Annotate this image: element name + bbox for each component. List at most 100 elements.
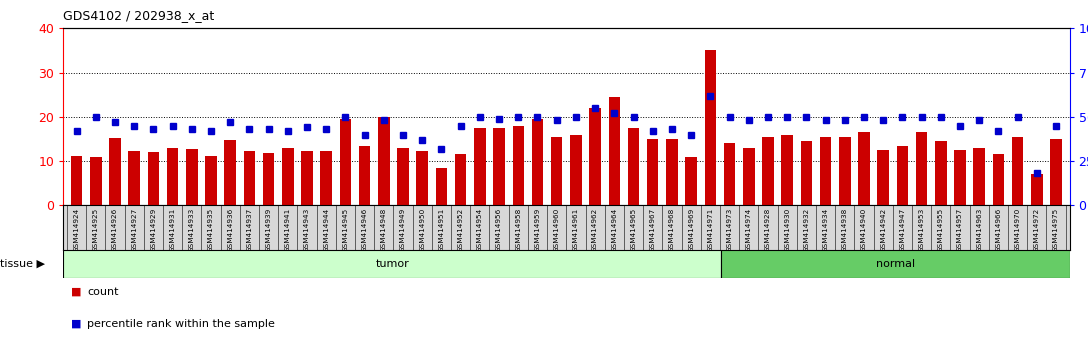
Bar <box>455 154 467 205</box>
Text: GSM414956: GSM414956 <box>496 207 502 252</box>
Text: GSM414932: GSM414932 <box>803 207 809 252</box>
Text: GSM414925: GSM414925 <box>92 207 99 252</box>
Bar <box>166 148 178 205</box>
Text: count: count <box>87 287 119 297</box>
Bar <box>954 150 966 205</box>
Text: GSM414945: GSM414945 <box>343 207 348 252</box>
Text: GSM414957: GSM414957 <box>957 207 963 252</box>
Bar <box>532 119 543 205</box>
Bar <box>721 250 1070 278</box>
Bar <box>263 153 274 205</box>
Text: GSM414929: GSM414929 <box>150 207 157 252</box>
Bar <box>801 141 812 205</box>
Text: GSM414946: GSM414946 <box>361 207 368 252</box>
Text: GSM414951: GSM414951 <box>438 207 445 252</box>
Bar <box>1031 175 1042 205</box>
Bar <box>397 148 409 205</box>
Bar <box>705 51 716 205</box>
Bar <box>474 128 485 205</box>
Bar <box>763 137 774 205</box>
Bar <box>992 154 1004 205</box>
Text: GSM414939: GSM414939 <box>265 207 272 252</box>
Bar <box>858 132 869 205</box>
Text: GSM414963: GSM414963 <box>976 207 982 252</box>
Bar <box>206 156 217 205</box>
Bar <box>417 151 428 205</box>
Text: GSM414937: GSM414937 <box>246 207 252 252</box>
Text: tissue ▶: tissue ▶ <box>0 259 45 269</box>
Bar <box>128 151 140 205</box>
Bar <box>590 108 601 205</box>
Bar <box>339 119 351 205</box>
Text: GSM414965: GSM414965 <box>631 207 636 252</box>
Text: GSM414944: GSM414944 <box>323 207 330 252</box>
Text: GSM414974: GSM414974 <box>745 207 752 252</box>
Text: GSM414933: GSM414933 <box>189 207 195 252</box>
Text: GSM414935: GSM414935 <box>208 207 214 252</box>
Text: GSM414958: GSM414958 <box>516 207 521 252</box>
Text: percentile rank within the sample: percentile rank within the sample <box>87 319 275 329</box>
Bar <box>109 138 121 205</box>
Text: GSM414973: GSM414973 <box>727 207 732 252</box>
Bar <box>647 139 658 205</box>
Bar <box>820 137 831 205</box>
Text: ■: ■ <box>71 287 82 297</box>
Bar <box>148 152 159 205</box>
Bar <box>90 156 101 205</box>
Text: GSM414955: GSM414955 <box>938 207 943 252</box>
Text: GSM414931: GSM414931 <box>170 207 175 252</box>
Text: GSM414967: GSM414967 <box>650 207 656 252</box>
Bar <box>877 150 889 205</box>
Text: tumor: tumor <box>375 259 409 269</box>
Bar <box>685 156 697 205</box>
Text: GSM414971: GSM414971 <box>707 207 714 252</box>
Bar <box>321 151 332 205</box>
Text: GSM414954: GSM414954 <box>477 207 483 252</box>
Text: GSM414960: GSM414960 <box>554 207 559 252</box>
Text: GSM414941: GSM414941 <box>285 207 290 252</box>
Bar <box>244 152 256 205</box>
Bar <box>839 137 851 205</box>
Text: GSM414968: GSM414968 <box>669 207 675 252</box>
Bar <box>186 149 198 205</box>
Text: GSM414969: GSM414969 <box>688 207 694 252</box>
Text: GSM414938: GSM414938 <box>842 207 848 252</box>
Text: GSM414966: GSM414966 <box>996 207 1001 252</box>
Text: GSM414930: GSM414930 <box>784 207 790 252</box>
Bar <box>224 140 236 205</box>
Bar <box>628 128 640 205</box>
Text: GSM414942: GSM414942 <box>880 207 887 252</box>
Bar <box>666 139 678 205</box>
Text: GSM414961: GSM414961 <box>573 207 579 252</box>
Text: GDS4102 / 202938_x_at: GDS4102 / 202938_x_at <box>63 9 214 22</box>
Bar <box>301 152 312 205</box>
Bar <box>608 97 620 205</box>
Bar <box>359 145 370 205</box>
Bar <box>63 250 721 278</box>
Bar <box>435 168 447 205</box>
Text: normal: normal <box>876 259 915 269</box>
Text: GSM414936: GSM414936 <box>227 207 233 252</box>
Text: GSM414928: GSM414928 <box>765 207 771 252</box>
Text: GSM414970: GSM414970 <box>1015 207 1021 252</box>
Bar <box>282 148 294 205</box>
Text: GSM414927: GSM414927 <box>132 207 137 252</box>
Text: GSM414953: GSM414953 <box>918 207 925 252</box>
Bar <box>974 148 985 205</box>
Text: GSM414926: GSM414926 <box>112 207 118 252</box>
Text: GSM414964: GSM414964 <box>611 207 617 252</box>
Bar <box>570 135 582 205</box>
Text: GSM414947: GSM414947 <box>900 207 905 252</box>
Text: GSM414959: GSM414959 <box>534 207 541 252</box>
Bar <box>743 148 754 205</box>
Text: GSM414948: GSM414948 <box>381 207 387 252</box>
Text: GSM414962: GSM414962 <box>592 207 598 252</box>
Bar <box>935 141 947 205</box>
Bar <box>781 135 793 205</box>
Text: GSM414972: GSM414972 <box>1034 207 1040 252</box>
Text: GSM414950: GSM414950 <box>419 207 425 252</box>
Bar <box>379 117 390 205</box>
Bar <box>551 137 562 205</box>
Bar <box>512 126 524 205</box>
Bar <box>1012 137 1024 205</box>
